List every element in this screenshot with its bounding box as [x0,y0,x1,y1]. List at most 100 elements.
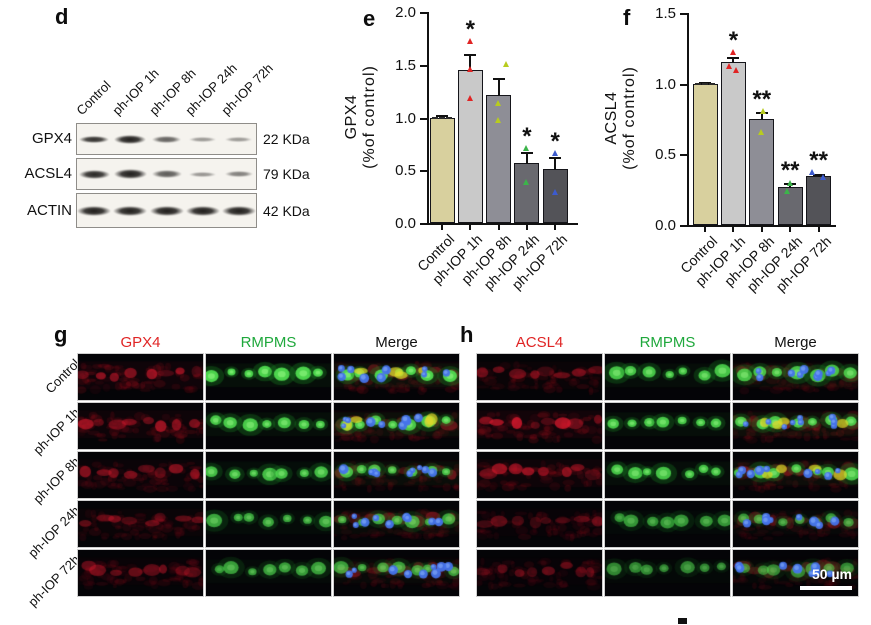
error-bar-line [732,56,735,64]
bar-f-2 [720,62,746,225]
data-point-triangle [783,188,790,195]
y-axis-title-units: (%of control) [621,66,638,170]
column-header-acsl4: ACSL4 [515,334,564,351]
panel-d-label: d [55,4,69,29]
data-point-triangle [523,178,530,185]
significance-double-asterisk: ** [780,156,800,184]
blot-band [78,169,110,179]
blot-band [113,205,148,216]
micrograph-h-ph-iop-24h-red [477,501,602,547]
micrograph-g-ph-iop-1h-red [78,403,203,449]
control-data-dash [439,116,445,119]
error-bar-line [525,152,528,164]
micrograph-g-ph-iop-8h-green [206,452,331,498]
blot-band [151,170,182,178]
blot-band [221,205,256,216]
bar-f-4 [777,186,803,225]
y-tick [420,12,427,14]
micrograph-g-control-green [206,354,331,400]
bar-e-5 [542,169,568,223]
scale-bar-label: 50 µm [812,566,852,582]
micrograph-h-control-green [605,354,730,400]
blot-kda-label: 79 KDa [263,166,310,182]
significance-double-asterisk: ** [752,85,772,113]
y-tick-label: 0.0 [395,215,416,232]
data-point-triangle [760,107,767,114]
error-bar-line [760,111,763,120]
y-tick-label: 0.5 [655,146,676,164]
micrograph-h-control-red [477,354,602,400]
bar-e-1 [429,117,455,223]
control-data-dash [432,116,438,119]
column-header-rmpms: RMPMS [240,334,297,351]
blot-kda-label: 42 KDa [263,202,310,219]
data-point-triangle [523,145,530,152]
bar-f-5 [806,175,832,225]
blot-protein-label: GPX4 [31,130,72,147]
micrograph-h-ph-iop-24h-green [605,501,730,547]
blot-protein-label: ACSL4 [24,165,72,182]
x-tick [525,225,528,230]
significance-asterisk: * [550,128,560,156]
data-point-triangle [786,180,793,186]
control-data-dash [446,116,452,119]
micrograph-g-ph-iop-72h-red [78,550,203,596]
blot-band [149,205,184,216]
data-point-triangle [729,48,736,55]
error-bar-cap [549,156,562,159]
blot-band [224,171,253,177]
y-axis [687,13,689,227]
y-axis-title: ACSL4 (%of control) [603,3,639,233]
x-tick [817,227,820,232]
data-point-triangle [503,60,510,67]
micrograph-h-ph-iop-72h-green [605,550,730,596]
data-point-triangle [551,150,558,157]
control-data-dash [695,82,701,85]
y-axis-title-units: (%of control) [361,65,378,169]
significance-asterisk: * [522,123,532,151]
blot-band [189,171,217,177]
data-point-triangle [809,168,816,175]
y-tick [680,83,687,86]
y-axis-title: GPX4 (%of control) [343,2,379,232]
data-point-triangle [725,62,732,69]
panel-g-label: g [54,322,68,347]
column-header-merge: Merge [375,334,418,351]
bar-f-3 [749,119,775,225]
y-tick-label: 2.0 [395,4,416,21]
y-tick [420,223,427,225]
error-bar-cap [727,56,740,59]
micrograph-g-ph-iop-24h-red [78,501,203,547]
error-bar-cap [492,78,505,81]
y-tick [420,64,427,67]
significance-double-asterisk: ** [809,146,828,174]
y-tick-label: 1.5 [655,5,676,22]
micrograph-h-ph-iop-8h-merge [733,452,858,498]
column-header-rmpms: RMPMS [639,334,696,351]
y-tick-label: 1.5 [395,56,416,74]
micrograph-g-ph-iop-24h-merge [334,501,459,547]
significance-asterisk: * [728,26,739,54]
x-axis [687,225,836,227]
data-point-triangle [758,129,765,136]
error-bar-cap [464,54,477,57]
micrograph-g-control-merge [334,354,459,400]
data-point-triangle [466,66,473,73]
data-point-triangle [495,116,502,123]
y-axis-title-protein: GPX4 [343,94,360,140]
scale-bar [800,586,852,590]
x-tick [760,227,763,232]
y-axis [427,12,429,225]
error-bar-line [469,54,472,71]
x-tick [469,225,472,230]
blot-band [77,205,112,216]
x-tick [441,225,443,230]
data-point-triangle [466,37,473,44]
panel-e-label: e [363,6,376,31]
y-tick [680,225,687,227]
data-point-triangle [551,189,558,196]
x-axis [427,223,578,225]
error-bar-cap [812,174,825,177]
blot-band [113,169,147,179]
